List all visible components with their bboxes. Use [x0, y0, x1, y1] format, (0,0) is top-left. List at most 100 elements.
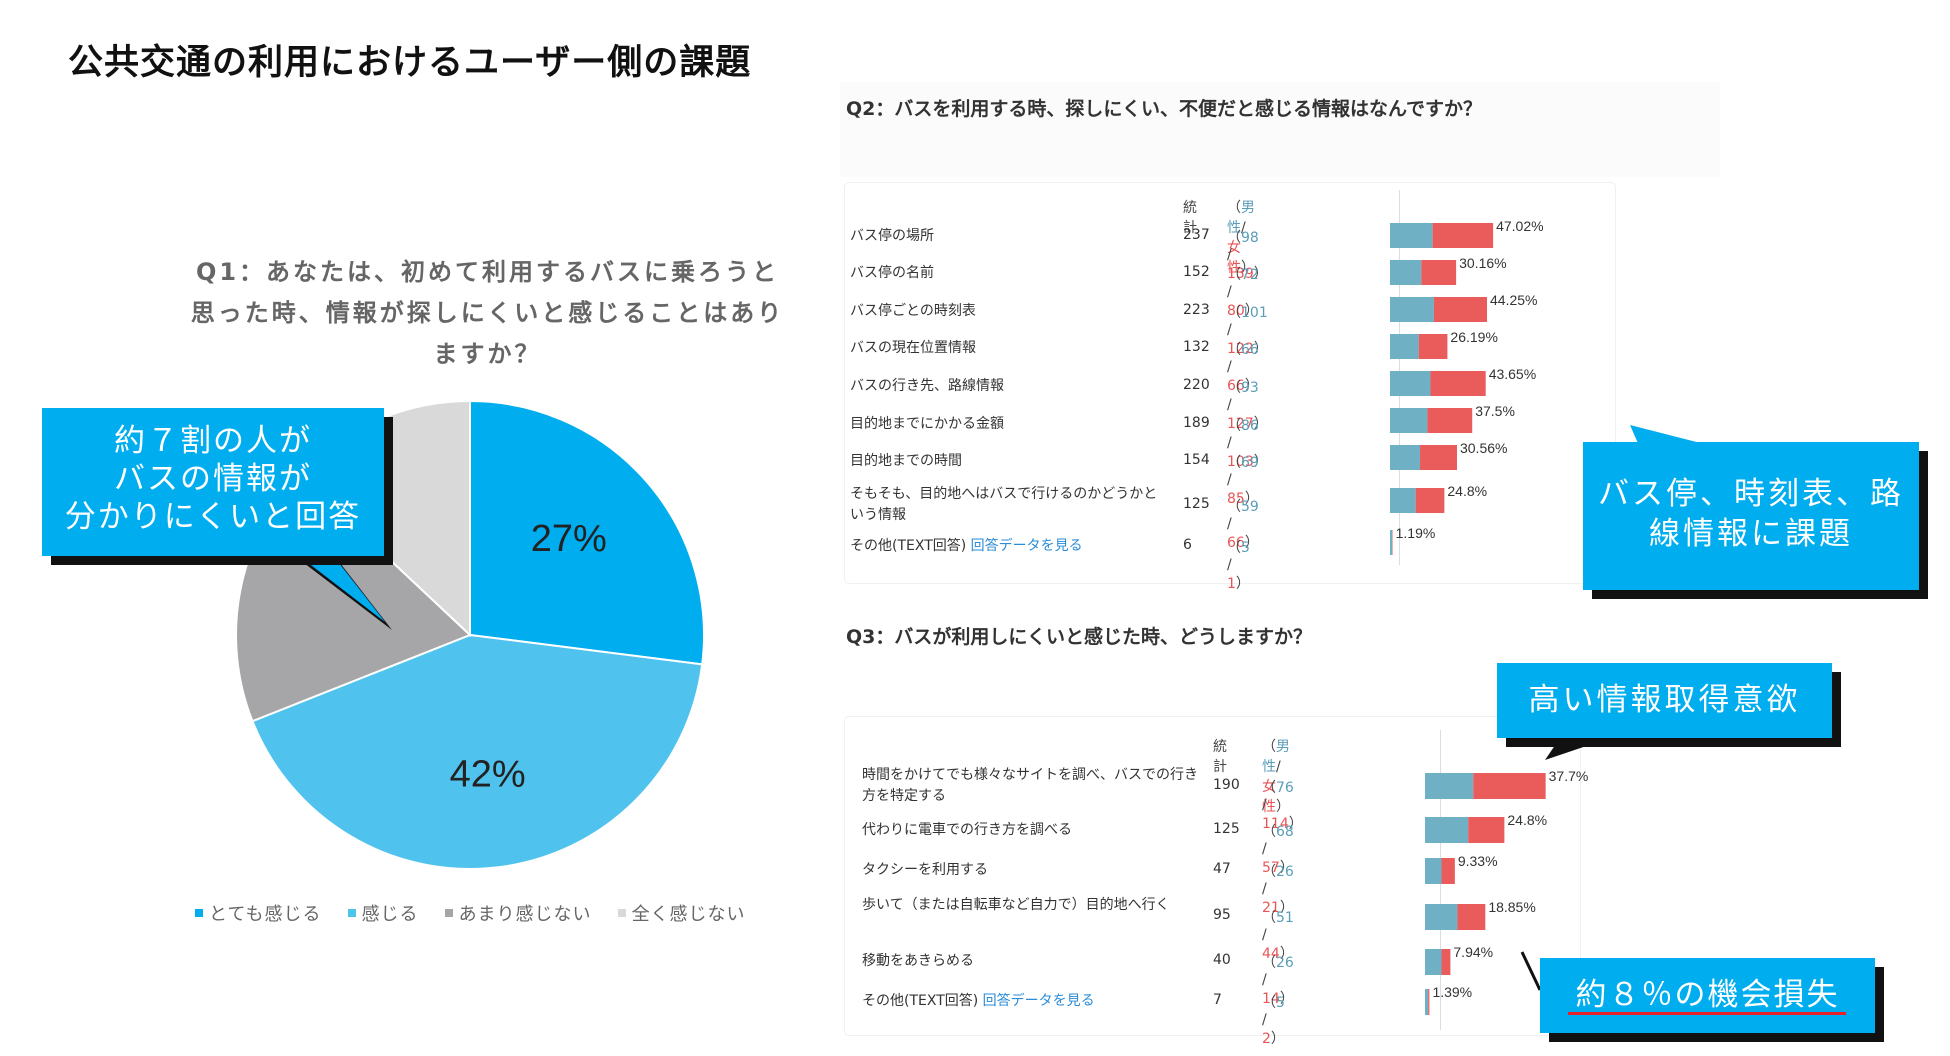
q2-row-gender: （86 / 103）: [1227, 415, 1268, 471]
bar-male: [1425, 858, 1442, 884]
q3-row-count: 190: [1213, 777, 1240, 793]
gender-separator: /: [1227, 472, 1232, 488]
bar-female: [1427, 408, 1473, 433]
bar-percent-label: 43.65%: [1489, 366, 1536, 382]
callout-bus-stop-text: バス停、時刻表、路 線情報に課題: [1598, 476, 1904, 552]
q2-row-label: バス停の名前: [850, 263, 1170, 284]
q2-header-gender_close: ）: [1241, 260, 1255, 276]
female-count: 14: [1262, 991, 1280, 1007]
bar-percent-label: 30.16%: [1459, 255, 1506, 271]
q2-header-gender: （男性/女性）: [1227, 197, 1255, 277]
gender-separator: ）: [1235, 576, 1250, 592]
male-count: 69: [1241, 455, 1259, 471]
male-count: 101: [1241, 305, 1268, 321]
q2-row-count: 189: [1183, 415, 1210, 431]
gender-separator: /: [1262, 797, 1267, 813]
gender-separator: ）: [1253, 416, 1268, 432]
legend-item-3: 全く感じない: [617, 900, 746, 926]
gender-separator: （: [1227, 455, 1241, 471]
bar-female: [1457, 904, 1486, 930]
q2-row-gender: （72 / 80）: [1227, 264, 1259, 320]
female-count: 127: [1227, 416, 1254, 432]
q2-row-count: 132: [1183, 339, 1210, 355]
bar-female: [1420, 445, 1457, 470]
q3-header-count: 統計: [1213, 739, 1227, 775]
q2-row-gender: （98 / 139）: [1227, 227, 1268, 283]
gender-separator: ）: [1279, 860, 1294, 876]
q3-row-gender: （26 / 14）: [1262, 952, 1294, 1008]
q3-row-count: 7: [1213, 992, 1222, 1008]
q2-table-panel: [845, 183, 1615, 583]
q2-row-gender: （66 / 66）: [1227, 339, 1259, 395]
row-label-text: バスの行き先、路線情報: [850, 378, 1004, 394]
q3-row-gender: （26 / 21）: [1262, 861, 1294, 917]
bar-percent-label: 24.8%: [1507, 812, 1547, 828]
female-count: 57: [1262, 860, 1280, 876]
q3-row-label: 移動をあきらめる: [862, 951, 1202, 972]
bar-female: [1468, 817, 1505, 843]
view-answer-data-link[interactable]: 回答データを見る: [982, 993, 1095, 1009]
gender-separator: （: [1227, 305, 1241, 321]
row-label-text: そもそも、目的地へはバスで行けるのかどうかという情報: [850, 486, 1158, 523]
bar-percent-label: 26.19%: [1450, 329, 1497, 345]
bar-male: [1425, 949, 1442, 975]
view-answer-data-link[interactable]: 回答データを見る: [970, 538, 1083, 554]
row-label-text: その他(TEXT回答): [862, 993, 979, 1009]
male-count: 86: [1241, 418, 1259, 434]
bar-female: [1415, 488, 1445, 513]
callout-high-tail: [1545, 738, 1610, 760]
male-count: 93: [1241, 380, 1259, 396]
female-count: 66: [1227, 535, 1245, 551]
bar-male: [1390, 371, 1431, 396]
gender-separator: /: [1227, 247, 1232, 263]
female-count: 2: [1262, 1031, 1271, 1047]
row-label-text: バス停の名前: [850, 265, 934, 281]
female-count: 66: [1227, 378, 1245, 394]
bar-percent-label: 24.8%: [1447, 483, 1487, 499]
gender-separator: ）: [1279, 900, 1294, 916]
male-count: 68: [1276, 824, 1294, 840]
q3-row-label: 代わりに電車での行き方を調べる: [862, 820, 1202, 841]
callout-bus-stop: バス停、時刻表、路 線情報に課題: [1583, 442, 1919, 590]
female-count: 21: [1262, 900, 1280, 916]
bar-female: [1433, 297, 1488, 322]
bar-female: [1441, 949, 1451, 975]
gender-separator: /: [1227, 284, 1232, 300]
q2-header-gender_open: （: [1227, 200, 1241, 216]
q3-bar-chart: 37.7% 24.8% 9.33% 18.85% 7.94% 1.39%: [1425, 768, 1588, 1015]
q1-question: Q1：あなたは、初めて利用するバスに乗ろうと思った時、情報が探しにくいと感じるこ…: [190, 258, 785, 368]
q3-table-panel: [845, 717, 1580, 1035]
q2-row-label: バスの行き先、路線情報: [850, 376, 1170, 397]
pie-slice-1: [251, 633, 704, 870]
male-count: 72: [1241, 267, 1259, 283]
q3-row-count: 47: [1213, 861, 1231, 877]
bar-female: [1421, 260, 1457, 285]
gender-separator: ）: [1279, 991, 1294, 1007]
page-title: 公共交通の利用におけるユーザー側の課題: [68, 43, 752, 83]
q2-row-gender: （59 / 66）: [1227, 496, 1259, 552]
gender-separator: /: [1262, 972, 1267, 988]
q2-row-label: そもそも、目的地へはバスで行けるのかどうかという情報: [850, 484, 1170, 526]
male-count: 59: [1241, 499, 1259, 515]
bar-male: [1425, 817, 1469, 843]
q2-question: Q2：バスを利用する時、探しにくい、不便だと感じる情報はなんですか？: [846, 98, 1483, 120]
q3-row-label: タクシーを利用する: [862, 860, 1202, 881]
q2-row-label: バス停の場所: [850, 226, 1170, 247]
q2-row-count: 6: [1183, 537, 1192, 553]
gender-separator: （: [1227, 418, 1241, 434]
male-count: 76: [1276, 780, 1294, 796]
gender-separator: （: [1262, 955, 1276, 971]
gender-separator: （: [1227, 342, 1241, 358]
row-label-text: 時間をかけてでも様々なサイトを調べ、バスでの行き方を特定する: [862, 767, 1198, 804]
gender-separator: （: [1262, 824, 1276, 840]
q3-row-count: 40: [1213, 952, 1231, 968]
legend-swatch-icon: [195, 909, 203, 917]
q2-row-gender: （93 / 127）: [1227, 377, 1268, 433]
row-label-text: その他(TEXT回答): [850, 538, 967, 554]
q2-row-count: 152: [1183, 264, 1210, 280]
row-label-text: 歩いて（または自転車など自力で）目的地へ行く: [862, 897, 1170, 913]
bar-male: [1390, 260, 1422, 285]
row-label-text: 目的地までにかかる金額: [850, 416, 1004, 432]
gender-separator: ）: [1288, 816, 1303, 832]
q3-row-label: その他(TEXT回答) 回答データを見る: [862, 991, 1202, 1012]
